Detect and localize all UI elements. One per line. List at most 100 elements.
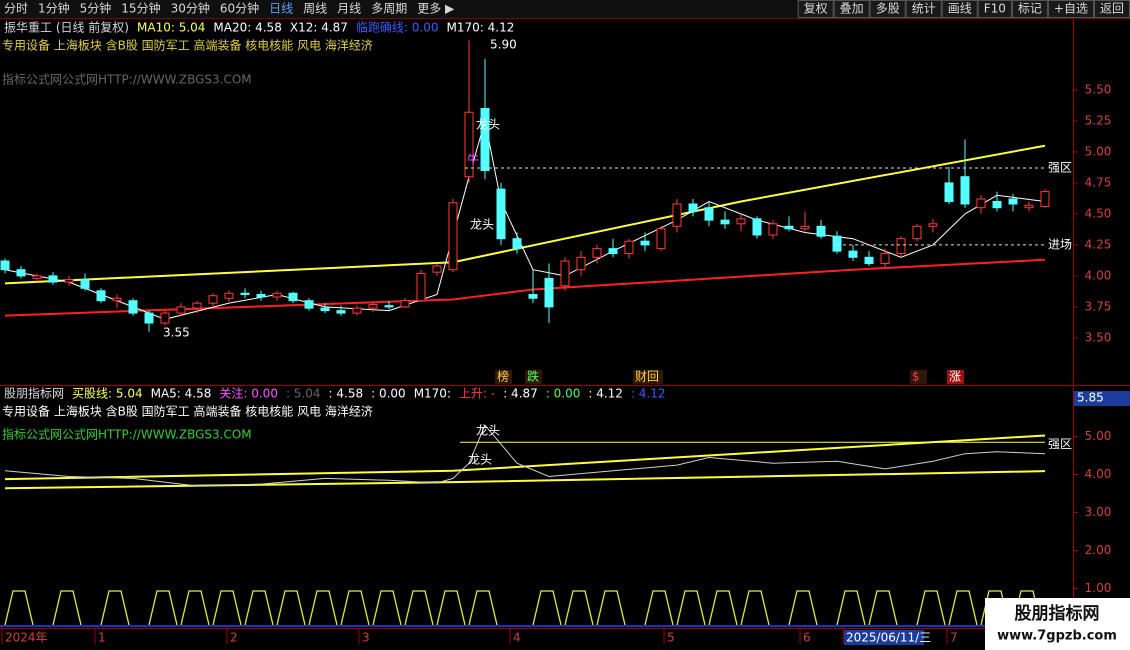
- header-item: X12: 4.87: [290, 21, 348, 35]
- toolbar-button[interactable]: F10: [984, 2, 1006, 16]
- watermark: 指标公式网公式网HTTP://WWW.ZBGS3.COM: [2, 427, 252, 442]
- header-item: : 4.87: [503, 387, 538, 401]
- header-item: M170: 4.12: [447, 21, 515, 35]
- sector-tags: 专用设备 上海板块 含B股 国防军工 高端装备 核电核能 风电 海洋经济: [2, 404, 373, 419]
- candle-body: [480, 108, 490, 172]
- period-tab[interactable]: 周线: [303, 2, 327, 16]
- period-tab[interactable]: 15分钟: [121, 1, 160, 16]
- period-tab[interactable]: 更多 ▶: [417, 2, 455, 16]
- toolbar-button[interactable]: 叠加: [840, 2, 864, 16]
- signal-pulse: [244, 590, 274, 626]
- candle-body: [624, 240, 634, 255]
- candle-body: [224, 292, 234, 299]
- candle-body: [32, 275, 42, 279]
- period-tab[interactable]: 60分钟: [220, 1, 259, 16]
- toolbar-button[interactable]: 统计: [912, 2, 936, 16]
- date-label: 7: [950, 631, 958, 645]
- signal-pulse: [404, 590, 434, 626]
- y-tick-label: 3.50: [1085, 330, 1112, 344]
- sector-tags: 专用设备 上海板块 含B股 国防军工 高端装备 核电核能 风电 海洋经济: [2, 38, 373, 53]
- signal-bg: [947, 370, 964, 384]
- signal-pulse: [372, 590, 402, 626]
- header-item: 关注: 0.00: [219, 386, 278, 401]
- period-tab[interactable]: 日线: [269, 2, 293, 16]
- toolbar-button-bg[interactable]: [797, 0, 834, 18]
- candle-body: [0, 260, 10, 271]
- candle-body: [688, 203, 698, 212]
- toolbar-button-bg[interactable]: [1011, 0, 1048, 18]
- cursor-date-bg: [844, 630, 924, 645]
- header-item: : 0.00: [371, 387, 406, 401]
- header-item: : 4.12: [588, 387, 623, 401]
- indicator-line: [4, 434, 1046, 481]
- y-tick-label: 3.00: [1085, 505, 1112, 519]
- header-item: MA10: 5.04: [137, 21, 205, 35]
- toolbar-button-bg[interactable]: [833, 0, 870, 18]
- header-item: 股朋指标网: [4, 386, 64, 401]
- candle-body: [288, 292, 298, 302]
- candle-body: [48, 275, 58, 283]
- toolbar-button-bg[interactable]: [941, 0, 978, 18]
- candle-body: [976, 198, 986, 209]
- period-tab[interactable]: 多周期: [371, 2, 407, 16]
- toolbar-button[interactable]: 返回: [1100, 2, 1124, 16]
- candle-body: [448, 202, 458, 271]
- signal-pulse: [180, 590, 210, 626]
- signal-pulse: [100, 590, 130, 626]
- candle-body: [880, 253, 890, 265]
- signal-pulse: [948, 590, 978, 626]
- signal-pulse: [4, 590, 34, 626]
- toolbar-button-bg[interactable]: [977, 0, 1012, 18]
- header-item: 买股线: 5.04: [72, 387, 143, 401]
- candle-body: [368, 303, 378, 309]
- level-label: 强区: [1048, 161, 1072, 175]
- y-tick-label: 4.50: [1085, 206, 1112, 220]
- toolbar-button[interactable]: 画线: [948, 2, 972, 16]
- candle-body: [832, 235, 842, 252]
- signal-pulse: [468, 590, 498, 626]
- candle-body: [960, 176, 970, 205]
- toolbar-button-bg[interactable]: [869, 0, 906, 18]
- signal-pulse: [436, 590, 466, 626]
- signal-label: $: [912, 370, 920, 384]
- toolbar-button[interactable]: +自选: [1054, 2, 1088, 16]
- period-tab[interactable]: 月线: [337, 2, 361, 16]
- candle-body: [576, 256, 586, 271]
- date-label: 2025/06/11/三: [846, 631, 931, 645]
- candle-body: [16, 269, 26, 277]
- period-tab[interactable]: 5分钟: [80, 1, 112, 16]
- period-tab[interactable]: 1分钟: [38, 1, 70, 16]
- signal-pulse: [676, 590, 706, 626]
- annotation: 龙头: [470, 218, 494, 232]
- candle-body: [528, 293, 538, 299]
- candle-body: [608, 248, 618, 255]
- toolbar-button[interactable]: 多股: [876, 2, 900, 16]
- toolbar-button-bg[interactable]: [905, 0, 942, 18]
- logo-url: www.7gpzb.com: [997, 629, 1117, 644]
- signal-pulse: [836, 590, 866, 626]
- candle-body: [192, 302, 202, 309]
- header-item: MA20: 4.58: [213, 21, 281, 35]
- candle-body: [736, 218, 746, 225]
- candle-body: [704, 207, 714, 221]
- toolbar-button[interactable]: 标记: [1018, 2, 1042, 16]
- candle-body: [400, 300, 410, 308]
- signal-pulse: [916, 590, 946, 626]
- date-label: 6: [803, 631, 811, 645]
- candle-body: [864, 256, 874, 265]
- candle-body: [560, 260, 570, 287]
- toolbar-button-bg[interactable]: [1047, 0, 1094, 18]
- signal-label: 涨: [949, 369, 961, 384]
- y-tick-label: 4.25: [1085, 237, 1112, 251]
- annotation: 龙头: [468, 453, 492, 467]
- candle-body: [912, 225, 922, 240]
- period-tab[interactable]: 分时: [4, 2, 28, 16]
- signal-pulse: [788, 590, 818, 626]
- toolbar-button[interactable]: 复权: [804, 2, 828, 16]
- header-item: : 0.00: [546, 387, 581, 401]
- period-tab[interactable]: 30分钟: [171, 1, 210, 16]
- watermark: 指标公式网公式网HTTP://WWW.ZBGS3.COM: [2, 72, 252, 87]
- signal-bg: [525, 370, 542, 384]
- header-item: : 5.04: [286, 387, 321, 401]
